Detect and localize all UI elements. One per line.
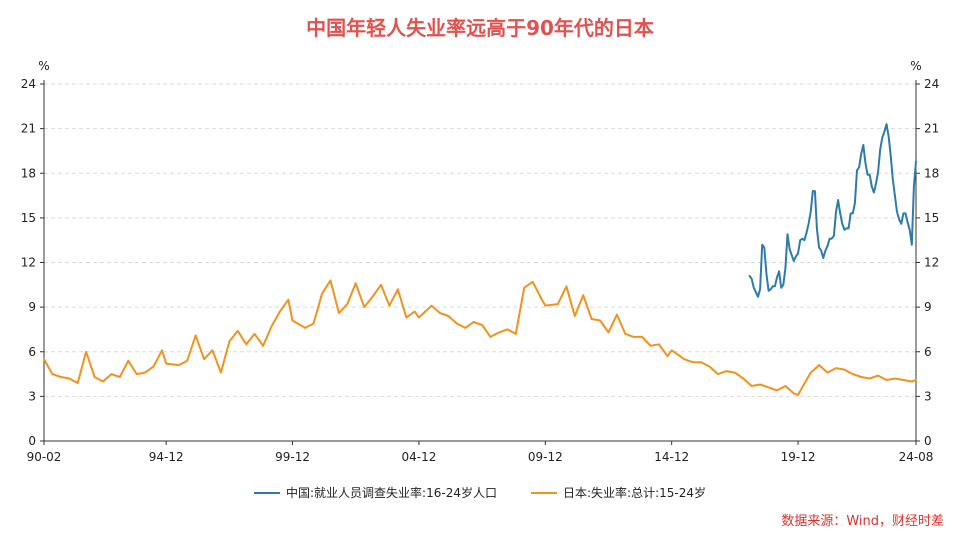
legend-swatch-japan (530, 491, 557, 494)
series-line-china (748, 123, 917, 298)
ticks: 0 0 3 3 6 6 9 9 12 12 15 15 18 18 21 21 24 24 90-02 94-12 99… (21, 77, 940, 464)
y-axis-unit-left: % (38, 59, 49, 73)
chart-title: 中国年轻人失业率远高于90年代的日本 (306, 16, 654, 40)
series (43, 123, 917, 396)
y-tick-label-right: 9 (924, 300, 932, 314)
x-tick-label: 94-12 (149, 450, 184, 464)
x-tick-label: 24-08 (899, 450, 934, 464)
y-tick-label-left: 6 (28, 345, 36, 359)
y-tick-label-left: 12 (21, 256, 36, 270)
y-tick-label-left: 0 (28, 434, 36, 448)
y-tick-label-right: 18 (924, 166, 939, 180)
y-tick-label-right: 0 (924, 434, 932, 448)
y-tick-label-right: 12 (924, 256, 939, 270)
y-tick-label-right: 24 (924, 77, 939, 91)
x-tick-label: 19-12 (781, 450, 816, 464)
y-tick-label-right: 15 (924, 211, 939, 225)
y-tick-label-left: 18 (21, 166, 36, 180)
legend-swatch-china (254, 491, 281, 494)
grid-lines (44, 83, 916, 397)
x-tick-label: 14-12 (654, 450, 689, 464)
y-axis-unit-right: % (910, 59, 921, 73)
x-tick-label: 04-12 (401, 450, 436, 464)
series-line-japan (43, 279, 917, 396)
legend-label-japan: 日本:失业率:总计:15-24岁 (562, 486, 706, 500)
legend-item-china: 中国:就业人员调查失业率:16-24岁人口 (254, 484, 497, 501)
y-tick-label-left: 9 (28, 300, 36, 314)
axes: % % (38, 59, 922, 442)
y-tick-label-right: 6 (924, 345, 932, 359)
x-tick-label: 99-12 (275, 450, 310, 464)
y-tick-label-right: 21 (924, 122, 939, 136)
y-tick-label-left: 24 (21, 77, 36, 91)
source-note: 数据来源：Wind，财经时差 (781, 514, 944, 529)
y-tick-label-left: 3 (28, 389, 36, 403)
y-tick-label-right: 3 (924, 389, 932, 403)
legend-item-japan: 日本:失业率:总计:15-24岁 (530, 484, 706, 501)
y-tick-label-left: 21 (21, 122, 36, 136)
legend-label-china: 中国:就业人员调查失业率:16-24岁人口 (286, 486, 497, 500)
y-tick-label-left: 15 (21, 211, 36, 225)
x-tick-label: 90-02 (27, 450, 62, 464)
x-tick-label: 09-12 (528, 450, 563, 464)
legend: 中国:就业人员调查失业率:16-24岁人口 日本:失业率:总计:15-24岁 (0, 484, 960, 501)
